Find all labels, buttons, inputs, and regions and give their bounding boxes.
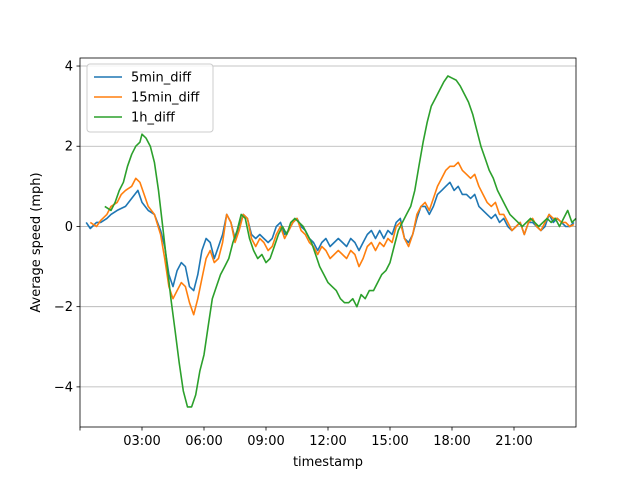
y-tick-label: 4 [65,60,73,75]
series-line-1h-diff [104,75,577,408]
y-tick-label: −2 [54,300,73,315]
legend-box [86,63,214,133]
x-axis-ticks: 03:00 06:00 09:00 12:00 15:00 18:00 21:00 [79,427,533,449]
legend: 5min_diff 15min_diff 1h_diff [86,63,214,133]
series-lines [85,75,577,408]
x-tick-label: 06:00 [185,434,222,449]
x-tick-label: 15:00 [371,434,408,449]
series-line-15min-diff [89,161,575,316]
x-axis-label: timestamp [293,455,363,470]
legend-label: 1h_diff [131,111,176,126]
series-line-5min-diff [85,181,575,292]
y-tick-label: 2 [65,140,73,155]
y-axis-ticks: −4 −2 0 2 4 [54,60,80,395]
x-tick-label: 12:00 [309,434,346,449]
x-tick-label: 18:00 [433,434,470,449]
y-tick-label: −4 [54,380,73,395]
legend-label: 15min_diff [131,91,200,106]
y-tick-label: 0 [65,220,73,235]
x-tick-label: 09:00 [247,434,284,449]
x-tick-label: 21:00 [495,434,532,449]
x-tick-label: 03:00 [123,434,160,449]
y-axis-label: Average speed (mph) [29,172,44,312]
legend-label: 5min_diff [131,71,192,86]
